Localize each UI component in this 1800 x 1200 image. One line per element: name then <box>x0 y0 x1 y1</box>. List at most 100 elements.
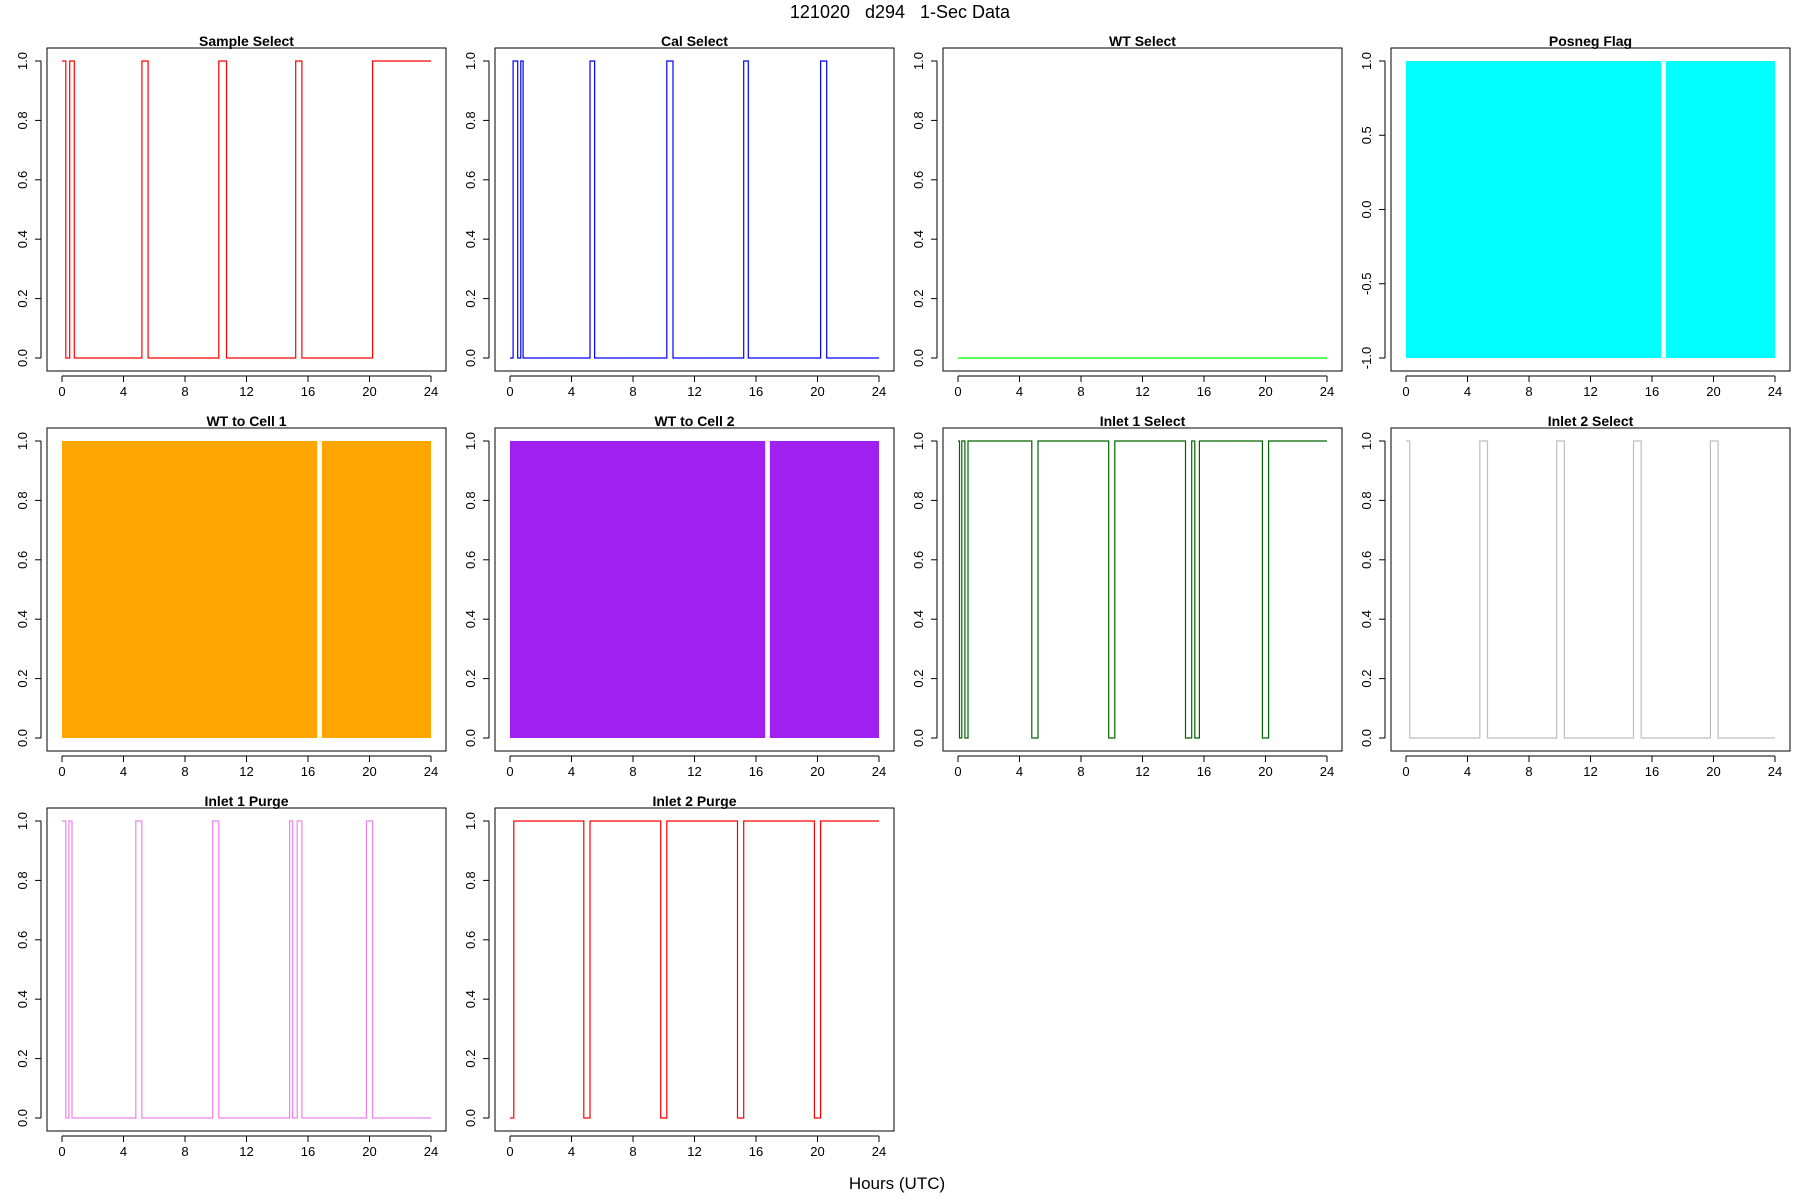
x-tick-label: 8 <box>181 764 188 779</box>
y-tick-label: 0.4 <box>15 990 30 1008</box>
x-tick-label: 24 <box>1768 764 1782 779</box>
y-tick-label: 1.0 <box>463 812 478 830</box>
panel-inlet-1-purge: Inlet 1 Purge 0 4 8 12 16 20 24 0.0 0.2 0.4 0.6 0.8 1… <box>15 793 447 1159</box>
panel-title: Cal Select <box>661 33 728 49</box>
x-tick-label: 0 <box>58 764 65 779</box>
x-tick-label: 24 <box>1320 764 1334 779</box>
x-tick-label: 0 <box>58 384 65 399</box>
y-tick-label: 0.0 <box>15 349 30 367</box>
plot-frame <box>942 427 1343 752</box>
y-tick-label: 1.0 <box>1359 52 1374 70</box>
panel-title: WT to Cell 1 <box>206 413 286 429</box>
y-tick-label: 0.4 <box>15 230 30 248</box>
y-tick-label: 0.0 <box>911 729 926 747</box>
x-tick-label: 8 <box>1077 764 1084 779</box>
x-tick-label: 4 <box>568 1144 575 1159</box>
y-tick-label: 0.0 <box>911 349 926 367</box>
x-tick-label: 20 <box>1258 384 1272 399</box>
y-tick-label: 0.0 <box>15 729 30 747</box>
plot-frame <box>494 807 895 1132</box>
plot-frame <box>1390 47 1791 372</box>
plot-frame <box>46 47 447 372</box>
x-tick-label: 24 <box>872 764 886 779</box>
x-tick-label: 20 <box>362 384 376 399</box>
y-tick-label: 0.4 <box>911 610 926 628</box>
x-tick-label: 0 <box>506 384 513 399</box>
x-tick-label: 4 <box>1016 384 1023 399</box>
y-tick-label: 0.8 <box>15 111 30 129</box>
x-axis-title: Hours (UTC) <box>849 1174 945 1193</box>
x-tick-label: 24 <box>1768 384 1782 399</box>
x-tick-label: 12 <box>1135 384 1149 399</box>
x-tick-label: 24 <box>424 1144 438 1159</box>
plot-frame <box>494 47 895 372</box>
x-tick-label: 16 <box>749 384 763 399</box>
y-tick-label: 0.2 <box>1359 670 1374 688</box>
y-tick-label: 0.6 <box>15 171 30 189</box>
panel-inlet-2-purge: Inlet 2 Purge 0 4 8 12 16 20 24 0.0 0.2 0.4 0.6 0.8 1… <box>463 793 895 1159</box>
fill-band <box>510 441 766 738</box>
plot-frame <box>46 807 447 1132</box>
x-tick-label: 0 <box>1402 384 1409 399</box>
x-tick-label: 12 <box>1583 384 1597 399</box>
y-tick-label: 0.0 <box>463 349 478 367</box>
y-tick-label: 0.8 <box>463 111 478 129</box>
plot-frame <box>494 427 895 752</box>
y-tick-label: 0.8 <box>463 871 478 889</box>
panel-title: Inlet 1 Purge <box>204 793 288 809</box>
x-tick-label: 20 <box>1706 384 1720 399</box>
x-tick-label: 8 <box>1077 384 1084 399</box>
y-tick-label: 0.6 <box>463 171 478 189</box>
x-tick-label: 16 <box>749 1144 763 1159</box>
y-tick-label: 0.2 <box>15 1050 30 1068</box>
x-tick-label: 16 <box>1197 764 1211 779</box>
fill-band <box>62 441 318 738</box>
x-tick-label: 8 <box>629 1144 636 1159</box>
fill-band <box>321 441 431 738</box>
x-tick-label: 20 <box>810 384 824 399</box>
y-tick-label: 0.2 <box>463 290 478 308</box>
x-tick-label: 0 <box>506 764 513 779</box>
x-tick-label: 8 <box>181 384 188 399</box>
x-tick-label: 0 <box>954 764 961 779</box>
y-tick-label: 0.2 <box>463 670 478 688</box>
x-tick-label: 20 <box>810 1144 824 1159</box>
y-tick-label: 0.6 <box>911 551 926 569</box>
x-tick-label: 12 <box>239 384 253 399</box>
y-tick-label: 0.6 <box>463 931 478 949</box>
y-tick-label: 0.6 <box>1359 551 1374 569</box>
x-tick-label: 20 <box>1706 764 1720 779</box>
plot-frame <box>1390 427 1791 752</box>
y-tick-label: 1.0 <box>15 432 30 450</box>
x-tick-label: 12 <box>687 764 701 779</box>
y-tick-label: 0.4 <box>15 610 30 628</box>
x-tick-label: 4 <box>120 1144 127 1159</box>
x-tick-label: 16 <box>301 1144 315 1159</box>
x-tick-label: 24 <box>1320 384 1334 399</box>
y-tick-label: 0.4 <box>911 230 926 248</box>
y-tick-label: -0.5 <box>1359 273 1374 295</box>
y-tick-label: 0.4 <box>463 990 478 1008</box>
panel-title: Inlet 2 Purge <box>652 793 736 809</box>
x-tick-label: 16 <box>749 764 763 779</box>
y-tick-label: 0.0 <box>15 1109 30 1127</box>
panel-title: WT Select <box>1109 33 1176 49</box>
x-tick-label: 8 <box>629 384 636 399</box>
y-tick-label: 0.8 <box>911 111 926 129</box>
x-tick-label: 0 <box>58 1144 65 1159</box>
x-tick-label: 24 <box>424 384 438 399</box>
y-tick-label: 0.6 <box>15 931 30 949</box>
x-tick-label: 4 <box>120 384 127 399</box>
x-tick-label: 24 <box>872 384 886 399</box>
x-tick-label: 24 <box>424 764 438 779</box>
panel-title: Posneg Flag <box>1549 33 1632 49</box>
x-tick-label: 4 <box>568 764 575 779</box>
series-line <box>510 60 879 359</box>
panels: Sample Select 0 4 8 12 16 20 24 0.0 0.2 0.4 0.6 0.8 1… <box>15 33 1791 1159</box>
panel-title: WT to Cell 2 <box>654 413 734 429</box>
x-tick-label: 16 <box>1645 384 1659 399</box>
panel-inlet-2-select: Inlet 2 Select 0 4 8 12 16 20 24 0.0 0.2 0.4 0.6 0.8… <box>1359 413 1791 779</box>
y-tick-label: 0.8 <box>15 871 30 889</box>
x-tick-label: 0 <box>954 384 961 399</box>
